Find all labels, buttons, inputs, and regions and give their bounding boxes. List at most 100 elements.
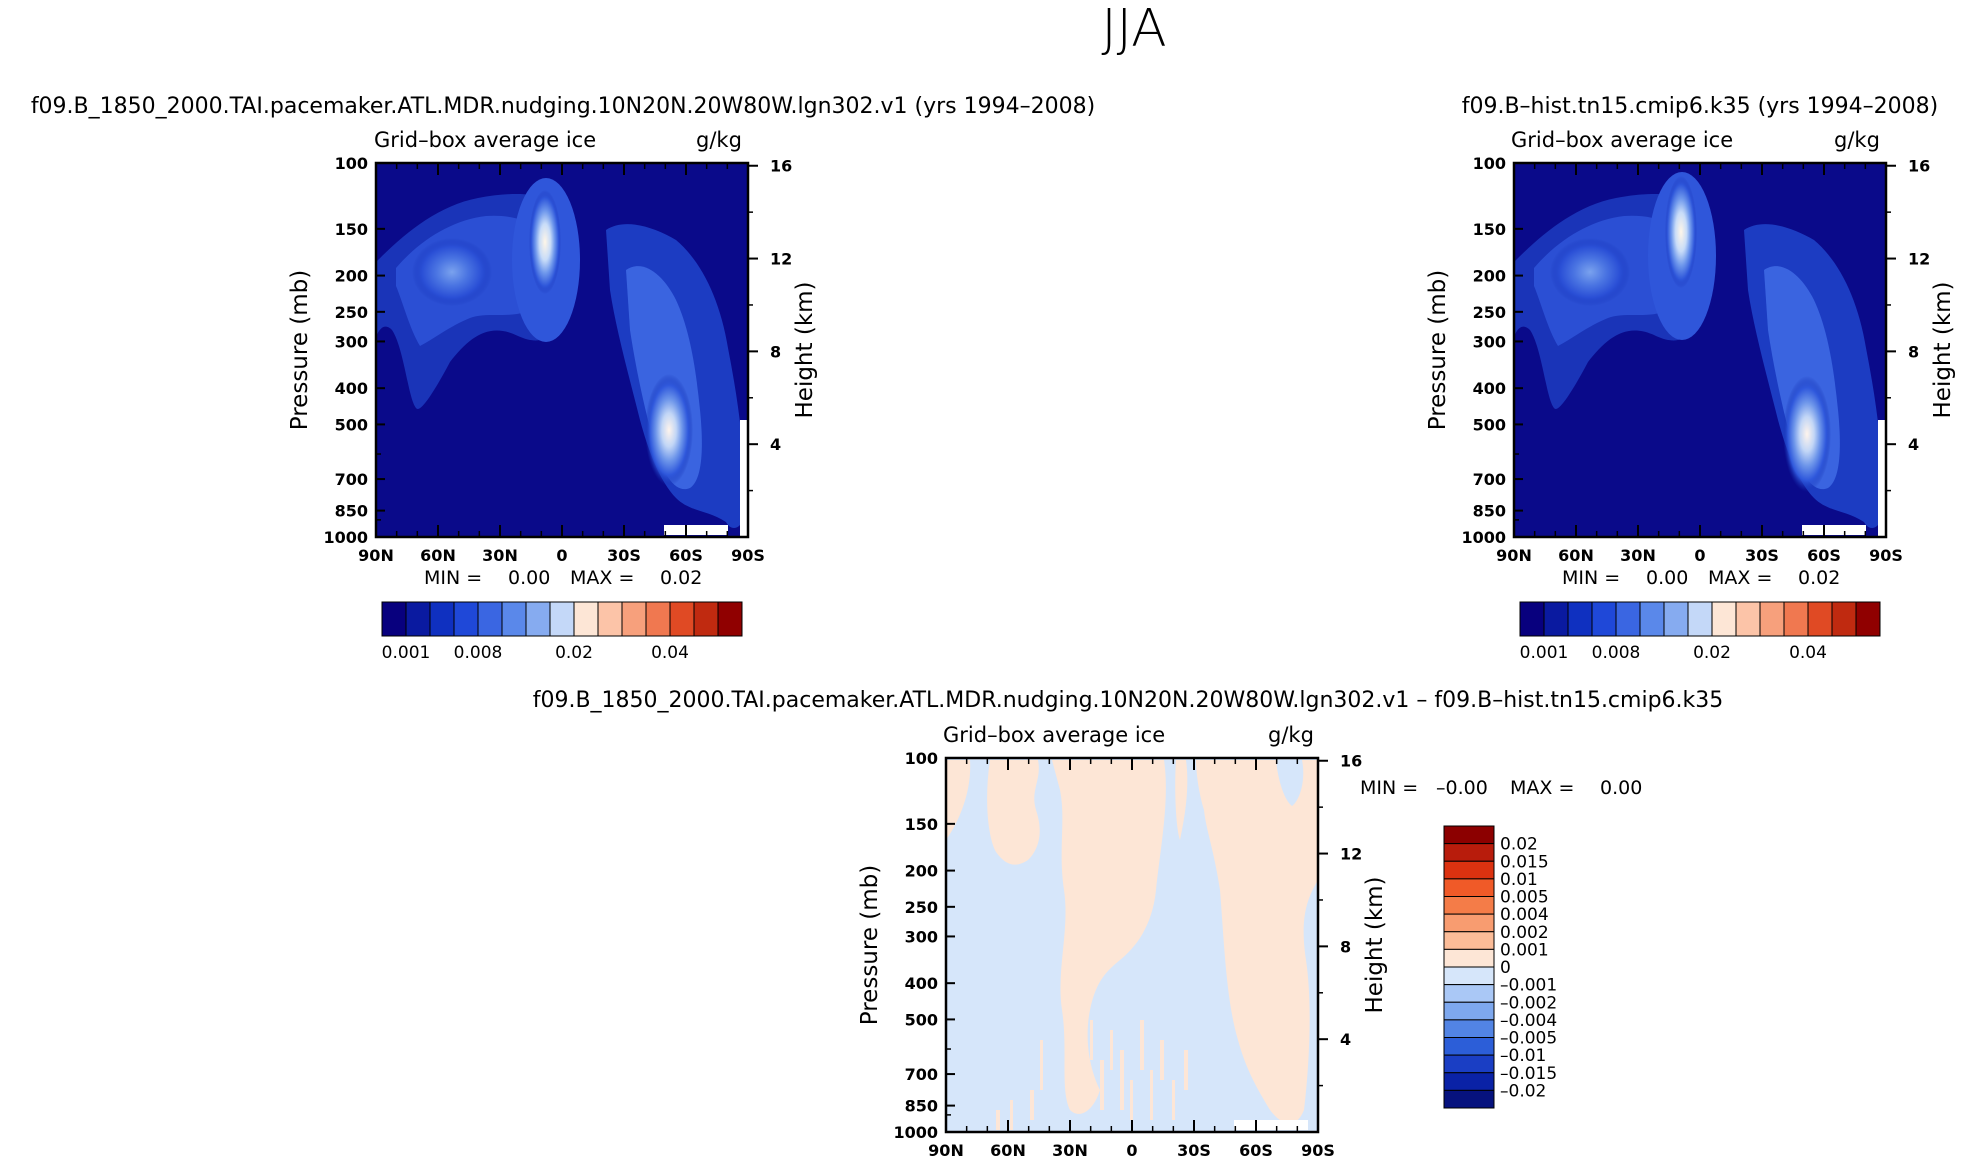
y-right-tick-label: 16 (1908, 157, 1930, 176)
colorbar-swatch (1567, 601, 1593, 637)
colorbar-swatch (501, 601, 527, 637)
y-tick-label: 200 (335, 267, 368, 286)
colorbar-swatch (1831, 601, 1857, 637)
x-ticks-left: 90N 60N 30N 0 30S 60S 90S (358, 163, 765, 565)
colorbar-swatch (1807, 601, 1833, 637)
panel-left-title: f09.B_1850_2000.TAI.pacemaker.ATL.MDR.nu… (31, 94, 1095, 119)
panel-right-title: f09.B–hist.tn15.cmip6.k35 (yrs 1994–2008… (1462, 94, 1939, 119)
y-tick-label: 850 (1473, 502, 1506, 521)
x-tick-label: 30N (1052, 1141, 1088, 1160)
x-tick-label: 30S (1745, 546, 1779, 565)
colorbar-swatch (1735, 601, 1761, 637)
diff-positive-region-4 (1175, 760, 1188, 840)
colorbar-swatch (1443, 913, 1495, 933)
colorbar-swatch (1663, 601, 1689, 637)
x-tick-label: 90N (1496, 546, 1532, 565)
diff-noise-pattern (996, 1010, 1188, 1130)
colorbar-swatch (573, 601, 599, 637)
colorbar-label: 0.02 (1693, 643, 1731, 663)
x-tick-label: 0 (1126, 1141, 1137, 1160)
x-tick-label: 90S (1869, 546, 1903, 565)
colorbar-swatch (1443, 860, 1495, 880)
y-tick-label: 200 (1473, 267, 1506, 286)
panel-left: f09.B_1850_2000.TAI.pacemaker.ATL.MDR.nu… (31, 94, 1095, 663)
colorbar-swatch (1443, 948, 1495, 968)
colorbar-swatch (1519, 601, 1545, 637)
colorbar-swatch (1443, 1072, 1495, 1091)
colorbar-label: –0.02 (1500, 1081, 1546, 1101)
contour-south-core-right (1783, 376, 1831, 492)
page-title: JJA (1101, 0, 1166, 59)
colorbar-swatch (1443, 1037, 1495, 1056)
missing-data-left-2 (740, 420, 748, 536)
max-label-right: MAX = (1708, 567, 1772, 589)
missing-data-diff (1234, 1120, 1308, 1130)
y-tick-label: 100 (905, 749, 938, 768)
colorbar-swatch (717, 601, 743, 637)
diff-positive-region-6 (1276, 760, 1304, 806)
colorbar-swatch (1443, 984, 1495, 1003)
x-tick-label: 60N (1558, 546, 1594, 565)
y-ticks-right: 100 150 200 250 300 400 500 700 850 1000 (1461, 154, 1523, 547)
y-axis-label-left: Pressure (mb) (287, 270, 313, 430)
x-tick-label: 30N (482, 546, 518, 565)
colorbar-label: 0.02 (1500, 835, 1538, 855)
colorbar-swatch (1443, 878, 1495, 897)
panel-right: f09.B–hist.tn15.cmip6.k35 (yrs 1994–2008… (1425, 94, 1956, 663)
colorbar-swatch (621, 601, 647, 637)
y-ticks-left: 100 150 200 250 300 400 500 700 850 1000 (323, 154, 385, 547)
missing-data-left (664, 525, 728, 535)
plot-area-diff (944, 756, 1320, 1134)
y-tick-label: 1000 (323, 528, 368, 547)
y-right-tick-label: 12 (1340, 845, 1362, 864)
y-tick-label: 700 (905, 1065, 938, 1084)
y-tick-label: 1000 (893, 1123, 938, 1142)
colorbar-label: 0.004 (1500, 905, 1549, 925)
y-tick-label: 100 (1473, 154, 1506, 173)
y-tick-label: 850 (335, 502, 368, 521)
x-ticks-right: 90N 60N 30N 0 30S 60S 90S (1496, 163, 1903, 565)
y-axis-label-diff: Pressure (mb) (857, 865, 883, 1025)
colorbar-swatch (1443, 896, 1495, 915)
colorbar-swatch (525, 601, 551, 637)
colorbar-swatch (645, 601, 671, 637)
y-tick-label: 500 (905, 1010, 938, 1029)
x-ticks-diff: 90N 60N 30N 0 30S 60S 90S (928, 758, 1335, 1160)
x-tick-label: 60S (1807, 546, 1841, 565)
colorbar-label: –0.001 (1500, 976, 1557, 996)
colorbar-label: 0.001 (382, 643, 431, 663)
colorbar-label: 0.04 (1789, 643, 1827, 663)
colorbar-swatch (1759, 601, 1785, 637)
x-tick-label: 90S (1301, 1141, 1335, 1160)
contour-tropic-core-right (1665, 176, 1697, 288)
y-tick-label: 400 (905, 974, 938, 993)
contour-south-core-left (645, 374, 693, 486)
colorbar-label: –0.015 (1500, 1064, 1557, 1084)
colorbar-label: 0.002 (1500, 923, 1549, 943)
missing-data-right (1802, 525, 1866, 535)
colorbar-label: 0.005 (1500, 888, 1549, 908)
y-right-tick-label: 8 (1340, 937, 1351, 956)
colorbar-diff: 0.020.0150.010.0050.0040.0020.0010–0.001… (1443, 825, 1557, 1109)
plot-area-right (1512, 161, 1888, 539)
max-label-left: MAX = (570, 567, 634, 589)
y-tick-label: 700 (1473, 470, 1506, 489)
colorbar-swatch (1443, 966, 1495, 986)
y-tick-label: 700 (335, 470, 368, 489)
y-right-tick-label: 4 (770, 435, 781, 454)
colorbar-swatch (1443, 1019, 1495, 1038)
panel-left-units: g/kg (696, 128, 742, 152)
y-right-ticks-right: 16 12 8 4 (1886, 157, 1930, 492)
x-tick-label: 30S (607, 546, 641, 565)
y-tick-label: 850 (905, 1097, 938, 1116)
y-tick-label: 400 (335, 379, 368, 398)
panel-diff-title: f09.B_1850_2000.TAI.pacemaker.ATL.MDR.nu… (533, 688, 1724, 713)
y-right-tick-label: 4 (1908, 435, 1919, 454)
colorbar-swatch (1591, 601, 1617, 637)
colorbar-swatch (1855, 601, 1881, 637)
colorbar-left: 0.001 0.008 0.02 0.04 (381, 601, 743, 663)
y-right-ticks-diff: 16 12 8 4 (1318, 752, 1362, 1087)
diff-positive-region-5 (1196, 760, 1318, 1124)
y-tick-label: 150 (905, 815, 938, 834)
y-tick-label: 500 (335, 415, 368, 434)
